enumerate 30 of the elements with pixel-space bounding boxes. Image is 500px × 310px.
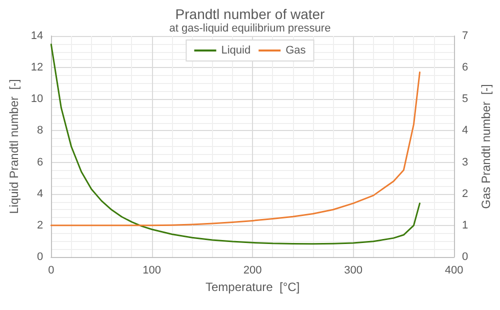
y-tick-label: 2 — [37, 219, 44, 232]
y2-tick-label: 4 — [462, 124, 468, 137]
x-tick-label: 0 — [48, 264, 54, 276]
legend-label: Liquid — [221, 44, 251, 56]
line-series — [50, 44, 421, 245]
y2-axis-title: Gas Prandtl number [-] — [479, 84, 493, 209]
x-tick-label: 200 — [243, 264, 262, 276]
y-tick-label: 12 — [30, 62, 44, 74]
chart-subtitle: at gas-liquid equilibrium pressure — [169, 22, 331, 34]
y2-tick-label: 7 — [462, 30, 468, 42]
y2-tick-label: 5 — [462, 93, 468, 106]
x-tick-label: 100 — [142, 264, 162, 276]
y-tick-label: 14 — [30, 30, 44, 42]
y2-tick-label: 0 — [462, 251, 468, 263]
x-axis-title: Temperature [°C] — [205, 280, 300, 294]
x-tick-label: 300 — [344, 264, 362, 276]
y-axis-title: Liquid Prandtl number [-] — [7, 79, 21, 214]
y2-tick-label: 1 — [462, 219, 468, 232]
y2-tick-label: 2 — [462, 188, 468, 200]
chart-title: Prandtl number of water — [175, 6, 326, 22]
y-tick-label: 0 — [37, 251, 44, 263]
legend-label: Gas — [286, 44, 306, 56]
y2-tick-label: 6 — [462, 62, 468, 74]
y2-tick-label: 3 — [462, 156, 468, 168]
x-tick-label: 400 — [444, 264, 464, 276]
line-series — [50, 72, 421, 226]
y-tick-label: 6 — [37, 156, 44, 168]
y-tick-label: 10 — [30, 93, 44, 106]
y-tick-label: 4 — [37, 188, 44, 200]
y-tick-label: 8 — [37, 124, 44, 137]
